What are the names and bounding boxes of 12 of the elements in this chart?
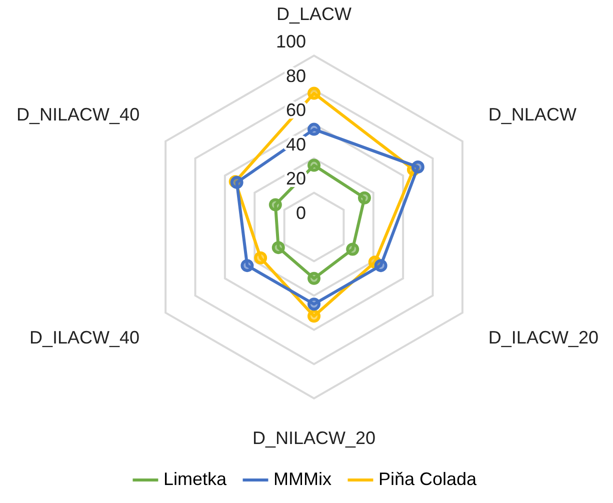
y-tick-label: 100 <box>276 32 306 52</box>
legend-label: Piňa Colada <box>378 468 478 489</box>
legend-label: MMMix <box>273 468 332 489</box>
spoke-label: D_ILACW_20 <box>488 327 598 348</box>
y-tick-label: 80 <box>286 66 306 86</box>
spoke-label: D_LACW <box>276 4 352 24</box>
spoke-label: D_ILACW_40 <box>30 327 140 348</box>
y-tick-label: 0 <box>296 202 306 223</box>
spoke-label: D_NILACW_40 <box>16 104 140 124</box>
legend-label: Limetka <box>163 468 228 489</box>
spoke-label: D_NLACW <box>488 104 576 124</box>
spoke-label: D_NILACW_20 <box>252 428 376 448</box>
